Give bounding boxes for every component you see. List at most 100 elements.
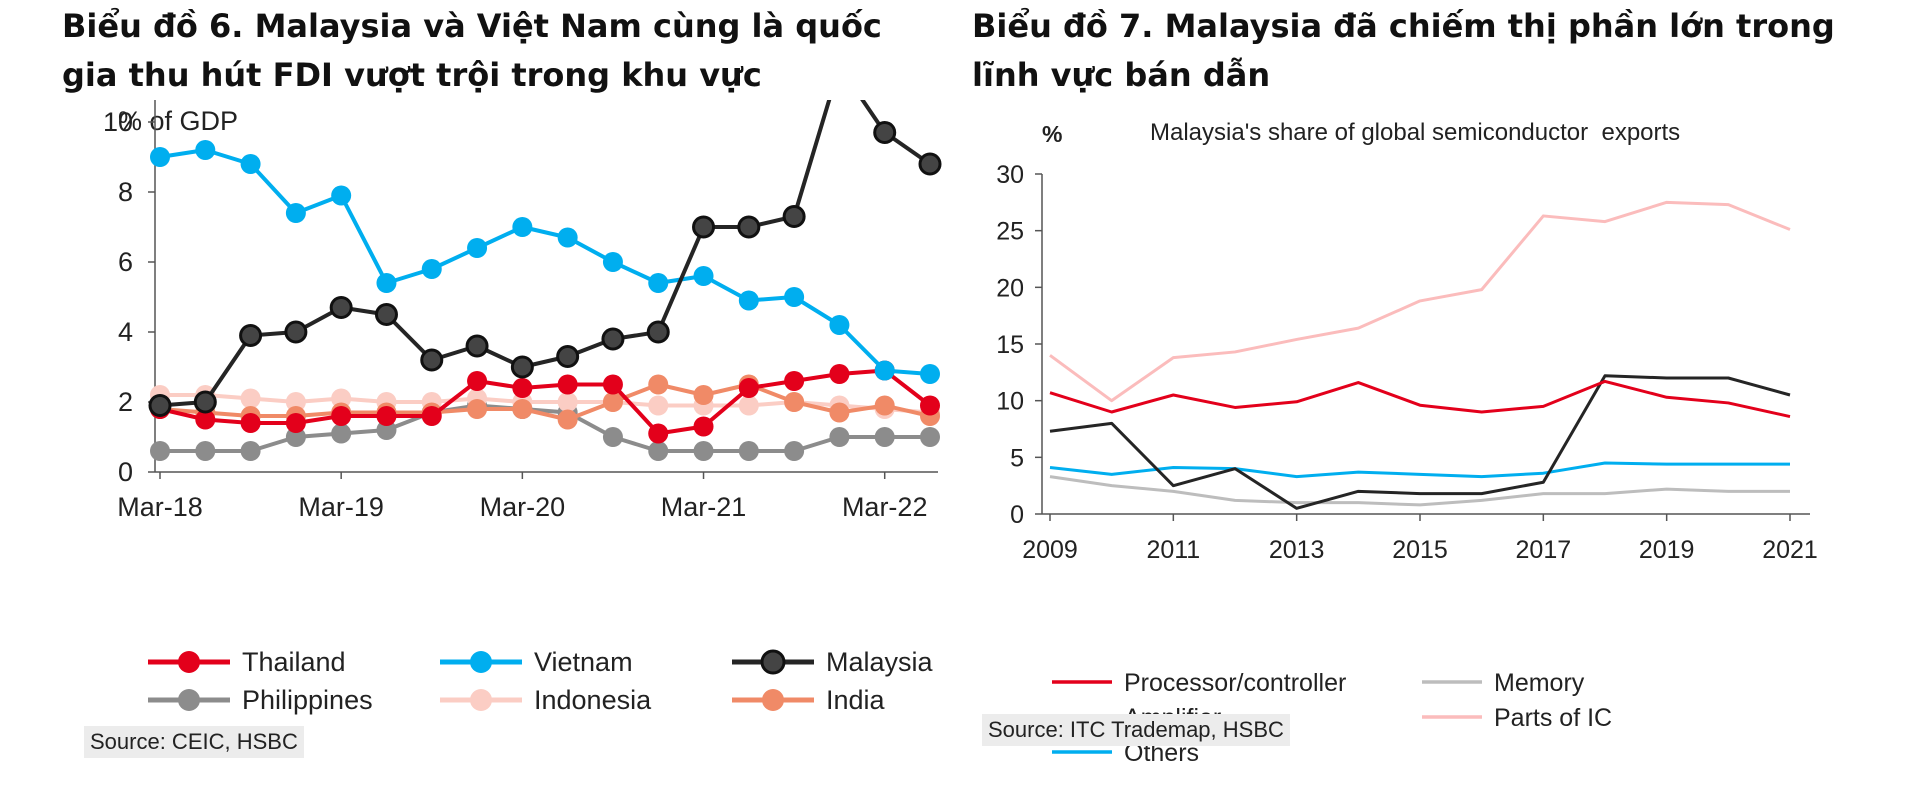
y-tick-label: 20 [996,274,1024,302]
data-point-malaysia [465,334,489,358]
legend-marker-vietnam [470,651,492,673]
legend-label-memory: Memory [1494,669,1585,697]
legend-marker-india [762,689,784,711]
data-point-indonesia [738,395,759,416]
x-tick-label: 2011 [1146,536,1200,564]
data-point-thailand [331,406,352,426]
y-tick-label: 5 [1010,444,1024,472]
data-point-vietnam [376,273,397,293]
data-point-malaysia [239,324,263,347]
data-point-vietnam [467,238,488,258]
data-point-malaysia [374,303,398,326]
legend-label-malaysia: Malaysia [826,647,934,677]
data-point-india [557,409,578,430]
series-line-malaysia [159,100,932,408]
data-point-vietnam [693,266,714,286]
x-tick-label: 2019 [1639,536,1695,564]
data-point-thailand [421,406,442,426]
source-note-semiconductor: Source: ITC Trademap, HSBC [982,714,1290,746]
data-point-vietnam [648,273,669,293]
data-point-thailand [512,378,533,398]
x-tick-label: 2009 [1022,536,1078,564]
data-point-vietnam [421,259,442,279]
data-point-vietnam [874,360,895,381]
data-point-india [874,395,895,416]
legend-label-philippines: Philippines [242,685,373,715]
data-point-malaysia [329,296,353,319]
data-point-philippines [829,427,850,447]
data-point-malaysia [556,345,580,368]
data-point-indonesia [557,392,578,412]
chart-title-fdi: Biểu đồ 6. Malaysia và Việt Nam cùng là … [62,7,882,94]
legend-marker-malaysia [760,649,786,675]
data-point-philippines [648,441,669,461]
data-point-vietnam [195,140,216,160]
chart-title-semiconductor: Biểu đồ 7. Malaysia đã chiếm thị phần lớ… [972,7,1835,94]
fdi-line-chart: % of GDP024681012Mar-18Mar-19Mar-20Mar-2… [103,100,942,715]
data-point-thailand [829,364,850,384]
series-line-vietnam [159,148,931,376]
legend-marker-indonesia [470,689,492,711]
legend-label-parts-of-ic: Parts of IC [1494,704,1612,732]
data-point-malaysia [692,215,716,239]
legend-label-processor-controller: Processor/controller [1124,669,1346,697]
data-point-philippines [331,423,352,444]
data-point-india [512,399,533,419]
data-point-indonesia [648,395,669,416]
data-point-malaysia [420,348,444,372]
data-point-vietnam [512,217,533,237]
x-tick-label: Mar-18 [117,492,203,522]
x-tick-label: Mar-19 [298,492,384,522]
data-point-vietnam [150,147,170,167]
series-line-others [1049,461,1790,479]
data-point-malaysia [782,205,806,228]
data-point-india [648,374,669,395]
data-point-philippines [874,427,895,447]
data-point-malaysia [284,320,308,344]
data-point-vietnam [738,290,759,311]
data-point-malaysia [918,152,942,176]
legend-marker-philippines [178,689,200,711]
data-point-malaysia [193,390,217,414]
series-line-parts-of-ic [1049,200,1791,403]
data-point-malaysia [737,215,761,239]
data-point-india [784,392,805,412]
data-point-philippines [240,441,261,461]
data-point-philippines [784,441,805,461]
data-point-thailand [738,378,759,398]
y-tick-label: 0 [118,457,133,487]
x-tick-label: Mar-20 [480,492,566,522]
data-point-thailand [602,374,623,395]
data-point-malaysia [646,320,670,344]
x-tick-label: Mar-21 [661,492,747,522]
data-point-vietnam [240,154,261,174]
data-point-malaysia [873,121,897,144]
data-point-philippines [195,441,216,461]
data-point-philippines [285,427,306,447]
data-point-vietnam [285,203,306,223]
data-point-philippines [602,427,623,447]
y-tick-label: 0 [1010,501,1024,529]
x-tick-label: 2015 [1392,536,1448,564]
data-point-vietnam [331,185,352,206]
data-point-thailand [195,409,216,430]
series-line-memory [1049,475,1790,507]
data-point-philippines [920,427,940,447]
legend-label-indonesia: Indonesia [534,685,652,715]
y-tick-label: 4 [118,317,133,347]
chart-panel-semiconductor: Biểu đồ 7. Malaysia đã chiếm thị phần lớ… [950,0,1920,771]
y-tick-label: 15 [996,331,1024,359]
y-tick-label: 10 [103,107,133,137]
data-point-thailand [920,395,940,416]
data-point-vietnam [920,364,940,384]
semiconductor-line-chart: % Malaysia's share of global semiconducto… [996,119,1818,767]
series-line-processor-controller [1049,379,1791,418]
series-line-amplifier [1049,374,1791,510]
data-point-vietnam [557,227,578,248]
y-tick-label: 25 [996,218,1024,246]
x-tick-label: 2021 [1762,536,1818,564]
x-tick-label: 2013 [1269,536,1325,564]
y-axis-label: % [1042,121,1062,147]
x-tick-label: Mar-22 [842,492,928,522]
data-point-vietnam [602,252,623,272]
